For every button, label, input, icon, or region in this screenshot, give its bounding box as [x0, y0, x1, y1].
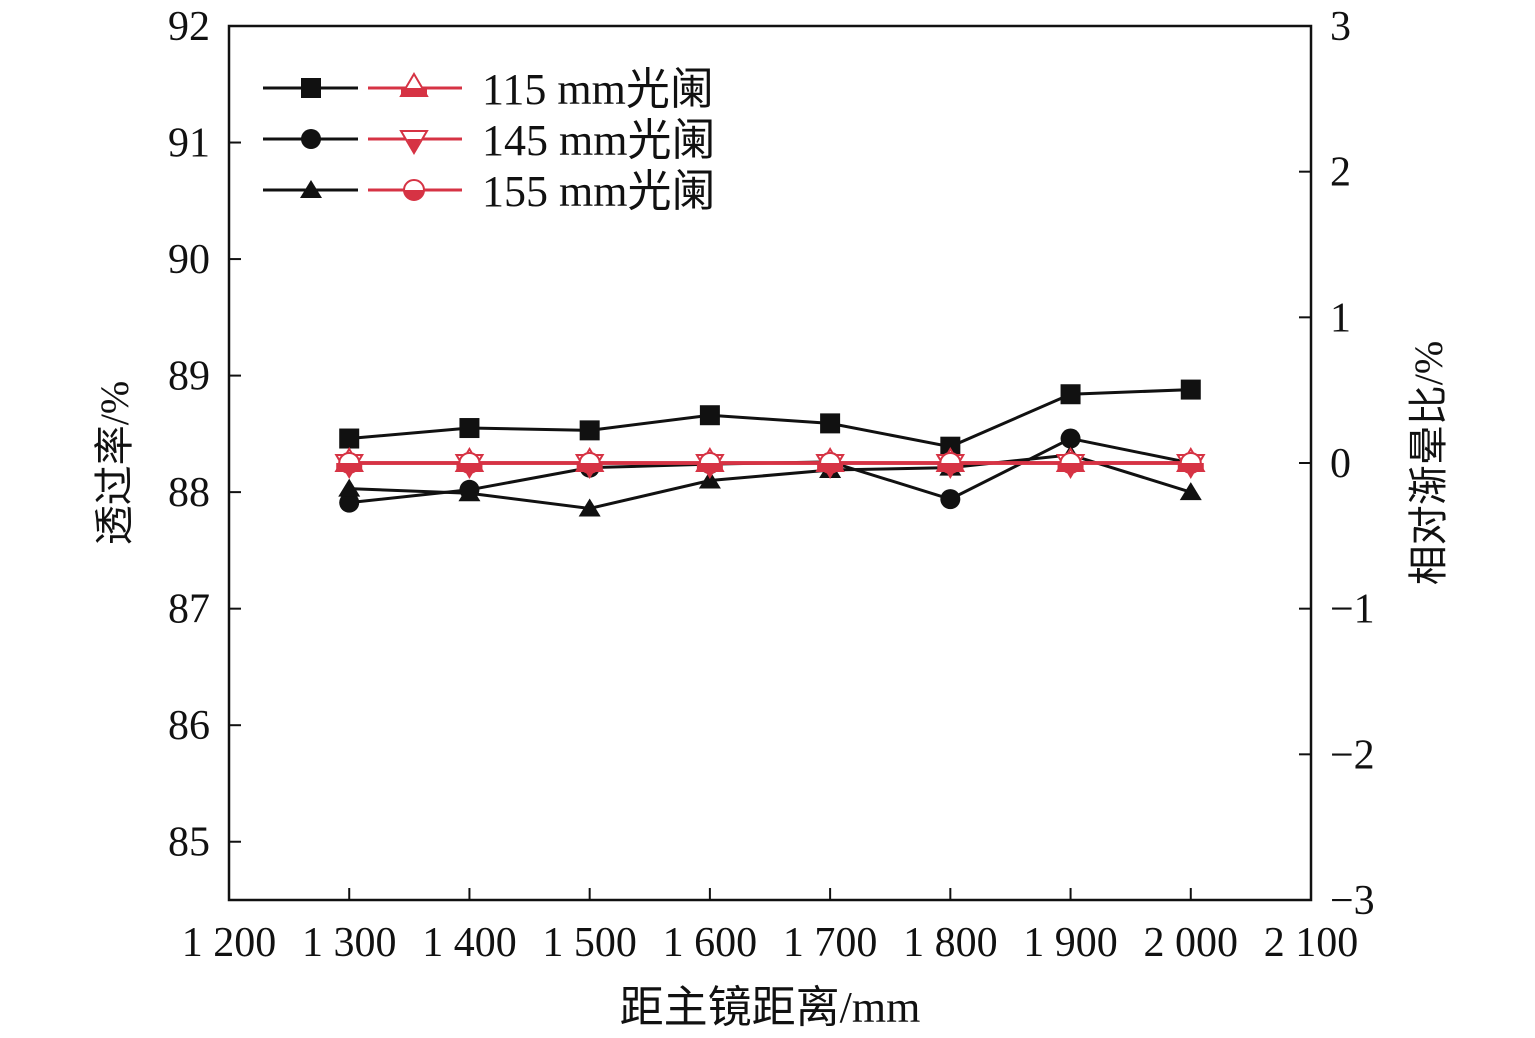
y-tick-label: 88: [168, 470, 210, 516]
x-tick-label: 2 100: [1264, 920, 1359, 966]
x-tick-label: 1 700: [783, 920, 878, 966]
y2-tick-label: −3: [1330, 878, 1375, 924]
marker-fill: [1180, 463, 1201, 473]
series-line: [349, 388, 1191, 449]
marker-fill: [339, 463, 360, 473]
x-tick-label: 1 800: [903, 920, 998, 966]
legend-item-2: 155 mm光阑: [263, 167, 715, 216]
circle-marker: [339, 492, 360, 513]
triangle-marker: [300, 180, 322, 198]
series-5: [338, 452, 1202, 474]
legend-item-1: 145 mm光阑: [263, 116, 715, 165]
triangle-marker: [458, 483, 481, 502]
x-tick-label: 1 200: [182, 920, 277, 966]
series-0: [339, 379, 1201, 457]
y-tick-label: 86: [168, 703, 210, 749]
y-tick-label: 87: [168, 587, 210, 633]
square-marker: [339, 428, 360, 449]
y-tick-label: 85: [168, 820, 210, 866]
marker-fill: [579, 463, 600, 473]
marker-fill: [820, 463, 841, 473]
square-marker: [820, 413, 841, 434]
square-marker: [699, 405, 720, 426]
square-marker: [459, 418, 480, 439]
legend-label: 115 mm光阑: [482, 65, 714, 114]
marker-fill: [1060, 463, 1081, 473]
circle-marker: [301, 129, 321, 149]
marker-fill: [699, 463, 720, 473]
square-marker: [1060, 384, 1081, 405]
x-tick-label: 2 000: [1144, 920, 1239, 966]
triangle-marker: [578, 498, 601, 517]
y2-tick-label: 2: [1330, 150, 1351, 196]
y-axis-label: 透过率/%: [92, 381, 137, 545]
marker-fill: [401, 88, 427, 96]
triangle-marker: [1179, 482, 1202, 501]
y2-tick-label: 1: [1330, 295, 1351, 341]
legend-label: 155 mm光阑: [482, 167, 715, 216]
marker-fill: [404, 190, 424, 200]
x-tick-label: 1 300: [302, 920, 397, 966]
x-tick-label: 1 600: [663, 920, 758, 966]
triangle-marker: [338, 478, 361, 497]
y-tick-label: 92: [168, 4, 210, 50]
y-tick-label: 91: [168, 121, 210, 167]
x-axis-label: 距主镜距离/mm: [620, 983, 921, 1032]
legend-item-0: 115 mm光阑: [263, 65, 714, 114]
y-tick-label: 89: [168, 354, 210, 400]
y2-tick-label: 3: [1330, 4, 1351, 50]
square-marker: [579, 420, 600, 441]
y2-tick-label: 0: [1330, 441, 1351, 487]
x-tick-label: 1 500: [542, 920, 637, 966]
y2-axis-label: 相对渐晕比/%: [1406, 341, 1451, 585]
x-tick-label: 1 400: [422, 920, 517, 966]
square-marker: [940, 436, 961, 457]
legend-label: 145 mm光阑: [482, 116, 715, 165]
y2-tick-label: −1: [1330, 587, 1375, 633]
y2-tick-label: −2: [1330, 732, 1375, 778]
y-tick-label: 90: [168, 237, 210, 283]
square-marker: [301, 78, 321, 98]
marker-fill: [407, 139, 421, 153]
marker-fill: [940, 463, 961, 473]
circle-marker: [1060, 428, 1081, 449]
marker-fill: [459, 463, 480, 473]
series-line: [349, 453, 1192, 510]
circle-marker: [940, 489, 961, 510]
x-tick-label: 1 900: [1023, 920, 1118, 966]
triangle-marker: [698, 470, 721, 489]
square-marker: [1180, 379, 1201, 400]
